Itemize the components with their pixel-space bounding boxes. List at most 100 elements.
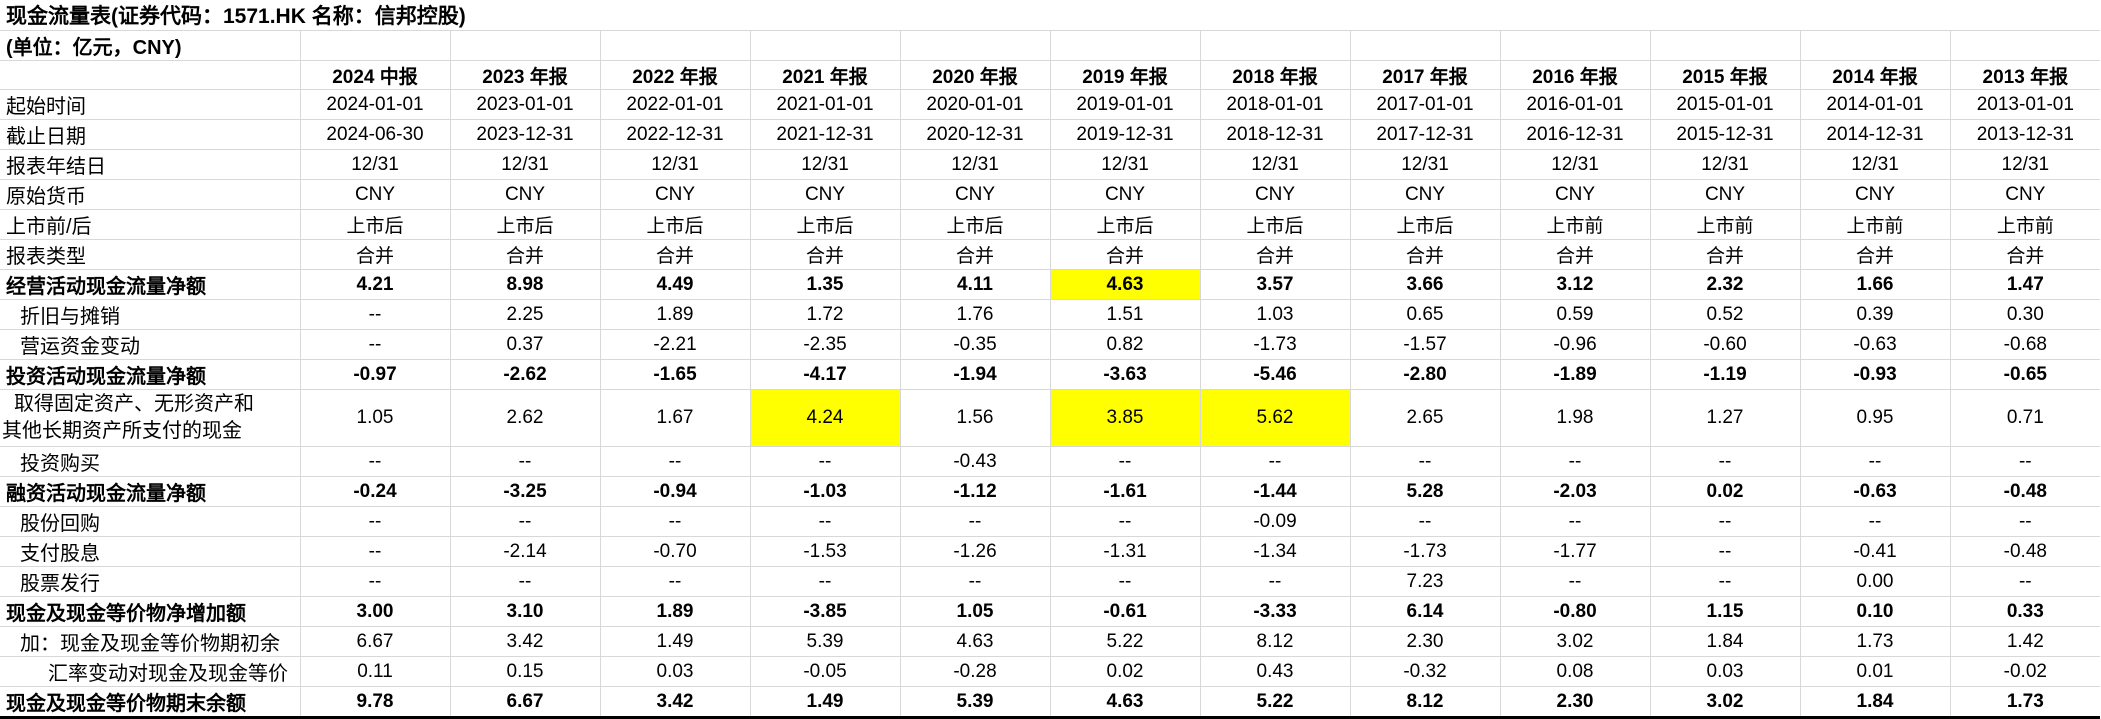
data-cell: -- xyxy=(599,506,750,537)
data-cell: 上市后 xyxy=(599,209,750,240)
table-row: 投资购买 -- -- -- -- -0.43 -- -- -- -- -- -- -- xyxy=(0,446,2101,477)
data-cell: 12/31 xyxy=(1799,149,1950,180)
row-label: 股票发行 xyxy=(0,566,300,597)
data-cell: -- xyxy=(299,566,450,597)
data-cell: 上市前 xyxy=(1949,209,2101,240)
data-cell: 12/31 xyxy=(299,149,450,180)
table-row: 起始时间 2024-01-01 2023-01-01 2022-01-01 2021-0… xyxy=(0,89,2101,120)
empty-cell xyxy=(1499,30,1650,61)
data-cell: -- xyxy=(749,446,900,477)
data-cell: -2.62 xyxy=(449,359,600,390)
data-cell: 5.39 xyxy=(899,686,1050,718)
data-cell: 上市前 xyxy=(1499,209,1650,240)
data-cell: 上市后 xyxy=(749,209,900,240)
data-cell: -0.80 xyxy=(1499,596,1650,627)
data-cell: 2024-01-01 xyxy=(299,89,450,120)
data-cell: 12/31 xyxy=(449,149,600,180)
data-cell: 上市后 xyxy=(1049,209,1200,240)
data-cell: -1.61 xyxy=(1049,476,1200,507)
table-row: 投资活动现金流量净额 -0.97 -2.62 -1.65 -4.17 -1.94 -3.63… xyxy=(0,359,2101,390)
data-cell: 12/31 xyxy=(899,149,1050,180)
data-cell: 3.00 xyxy=(299,596,450,627)
page-subtitle: (单位：亿元，CNY) xyxy=(0,30,300,61)
data-cell: 2013-01-01 xyxy=(1949,89,2101,120)
data-cell: -- xyxy=(1649,536,1800,567)
data-cell: 2.65 xyxy=(1349,389,1500,447)
data-cell: -- xyxy=(1199,566,1350,597)
data-cell: -1.03 xyxy=(749,476,900,507)
table-row: 股份回购 -- -- -- -- -- -- -0.09 -- -- -- -- -- xyxy=(0,506,2101,537)
data-cell: CNY xyxy=(1649,179,1800,210)
title-row: 现金流量表(证券代码：1571.HK 名称：信邦控股) xyxy=(0,0,2101,31)
data-cell: -- xyxy=(1799,446,1950,477)
data-cell: 0.03 xyxy=(599,656,750,687)
column-header: 2017 年报 xyxy=(1349,60,1500,90)
row-label: 加：现金及现金等价物期初余 xyxy=(0,626,300,657)
data-cell: 12/31 xyxy=(1199,149,1350,180)
data-cell: CNY xyxy=(1199,179,1350,210)
data-cell: 上市后 xyxy=(1199,209,1350,240)
data-cell: -- xyxy=(1349,506,1500,537)
data-cell: 上市后 xyxy=(1349,209,1500,240)
data-cell: -- xyxy=(749,506,900,537)
data-cell: 0.52 xyxy=(1649,299,1800,330)
table-row: 汇率变动对现金及现金等价 0.11 0.15 0.03 -0.05 -0.28 0.02 0.… xyxy=(0,656,2101,687)
data-cell: -2.03 xyxy=(1499,476,1650,507)
data-cell: -- xyxy=(1049,506,1200,537)
data-cell: 12/31 xyxy=(1499,149,1650,180)
data-cell: -- xyxy=(1649,566,1800,597)
data-cell: 2020-12-31 xyxy=(899,119,1050,150)
table-row: 营运资金变动 -- 0.37 -2.21 -2.35 -0.35 0.82 -1.73 -1.5… xyxy=(0,329,2101,360)
data-cell: 7.23 xyxy=(1349,566,1500,597)
data-cell: 2.62 xyxy=(449,389,600,447)
row-label: 投资购买 xyxy=(0,446,300,477)
data-cell: 1.66 xyxy=(1799,269,1950,300)
data-cell: 1.05 xyxy=(299,389,450,447)
data-cell: -- xyxy=(1799,506,1950,537)
data-cell: 2022-12-31 xyxy=(599,119,750,150)
data-cell: 合并 xyxy=(899,239,1050,270)
data-cell: 0.43 xyxy=(1199,656,1350,687)
data-cell: -3.33 xyxy=(1199,596,1350,627)
empty-cell xyxy=(1799,30,1950,61)
data-cell: -1.73 xyxy=(1199,329,1350,360)
column-header: 2021 年报 xyxy=(749,60,900,90)
data-cell: 0.39 xyxy=(1799,299,1950,330)
row-label: 取得固定资产、无形资产和 其他长期资产所支付的现金 xyxy=(0,389,300,447)
data-cell: -0.65 xyxy=(1949,359,2101,390)
data-cell: -0.93 xyxy=(1799,359,1950,390)
table-row: 取得固定资产、无形资产和 其他长期资产所支付的现金 1.05 2.62 1.67 4.2… xyxy=(0,389,2101,447)
data-cell: CNY xyxy=(599,179,750,210)
data-cell: 上市后 xyxy=(299,209,450,240)
data-cell: -- xyxy=(1499,506,1650,537)
row-label: 现金及现金等价物期末余额 xyxy=(6,693,246,715)
empty-cell xyxy=(599,30,750,61)
row-label: 现金及现金等价物净增加额 xyxy=(0,596,300,627)
data-cell: 1.98 xyxy=(1499,389,1650,447)
data-cell: -- xyxy=(299,506,450,537)
data-cell: 12/31 xyxy=(599,149,750,180)
data-cell: 1.47 xyxy=(1949,269,2101,300)
data-cell: 0.02 xyxy=(1649,476,1800,507)
data-cell: 1.76 xyxy=(899,299,1050,330)
data-cell: 0.15 xyxy=(449,656,600,687)
data-cell: -3.25 xyxy=(449,476,600,507)
data-cell: 3.02 xyxy=(1499,626,1650,657)
data-cell: -0.94 xyxy=(599,476,750,507)
data-cell: -- xyxy=(1049,446,1200,477)
data-cell: 5.39 xyxy=(749,626,900,657)
empty-cell xyxy=(1949,30,2101,61)
data-cell: 3.57 xyxy=(1199,269,1350,300)
data-cell: 2023-12-31 xyxy=(449,119,600,150)
data-cell: -3.85 xyxy=(749,596,900,627)
data-cell: 2018-01-01 xyxy=(1199,89,1350,120)
table-row: 上市前/后 上市后 上市后 上市后 上市后 上市后 上市后 上市后 上市后 上市前 上市前 上市前 上市… xyxy=(0,209,2101,240)
data-cell: 1.49 xyxy=(749,686,900,718)
data-cell: -0.70 xyxy=(599,536,750,567)
data-cell: 1.72 xyxy=(749,299,900,330)
data-cell: 0.82 xyxy=(1049,329,1200,360)
data-cell: 5.22 xyxy=(1049,626,1200,657)
data-cell: -1.57 xyxy=(1349,329,1500,360)
data-cell: 1.73 xyxy=(1799,626,1950,657)
data-cell: CNY xyxy=(1499,179,1650,210)
